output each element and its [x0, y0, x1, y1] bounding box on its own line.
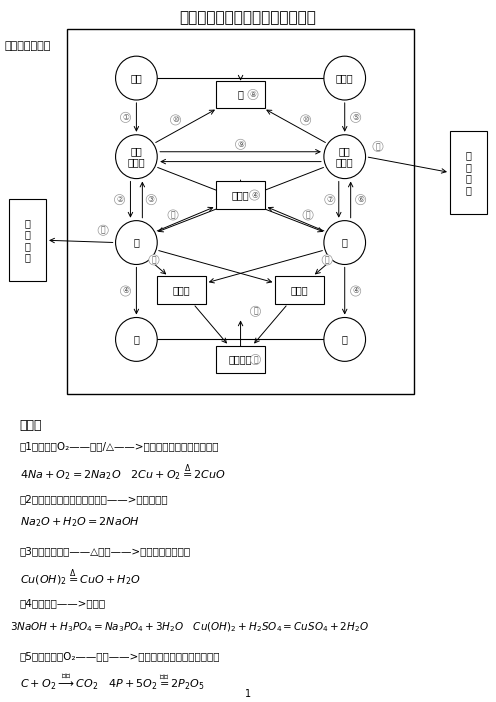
Bar	[67, 29, 414, 395]
Text: ⑮: ⑮	[152, 256, 156, 265]
Text: ⑩: ⑩	[302, 115, 309, 124]
Text: ⑬: ⑬	[171, 211, 176, 220]
Text: 一、转化关系图: 一、转化关系图	[5, 41, 51, 51]
Text: ⑯: ⑯	[375, 142, 380, 151]
Text: 盐: 盐	[238, 90, 244, 100]
Text: $3NaOH+H_3PO_4=Na_3PO_4+3H_2O\quad Cu(OH)_2+H_2SO_4=CuSO_4+2H_2O$: $3NaOH+H_3PO_4=Na_3PO_4+3H_2O\quad Cu(OH…	[10, 621, 369, 634]
Text: （2）碱性氧化物（可溶）＋水——>碱（可溶）: （2）碱性氧化物（可溶）＋水——>碱（可溶）	[20, 494, 169, 504]
Text: 碱和盐: 碱和盐	[173, 285, 190, 295]
Bar	[9, 199, 46, 282]
Text: 碱: 碱	[133, 237, 139, 248]
Text: ③: ③	[148, 195, 155, 204]
Text: 盐: 盐	[342, 334, 348, 345]
Ellipse shape	[116, 317, 157, 362]
Bar	[216, 81, 265, 108]
Text: $Cu(OH)_2\overset{\Delta}{=}CuO+H_2O$: $Cu(OH)_2\overset{\Delta}{=}CuO+H_2O$	[20, 568, 141, 589]
Ellipse shape	[116, 220, 157, 265]
Text: ⑯: ⑯	[253, 307, 258, 316]
Bar	[157, 277, 206, 304]
Bar	[450, 131, 487, 213]
Text: $4Na+O_2=2Na_2O\quad 2Cu+O_2\overset{\Delta}{=}2CuO$: $4Na+O_2=2Na_2O\quad 2Cu+O_2\overset{\De…	[20, 463, 226, 484]
Ellipse shape	[116, 135, 157, 178]
Text: 酸性
氧化物: 酸性 氧化物	[336, 146, 354, 168]
Text: 酸: 酸	[342, 237, 348, 248]
Text: 列举：: 列举：	[20, 419, 42, 432]
Text: ①: ①	[122, 113, 129, 122]
Text: ④: ④	[122, 286, 129, 296]
Text: ⑦: ⑦	[326, 195, 333, 204]
Text: ④: ④	[352, 286, 359, 296]
Text: 两种新盐: 两种新盐	[229, 355, 252, 364]
Text: 盐
＋
氢
气: 盐 ＋ 氢 气	[466, 150, 472, 195]
Text: ⑩: ⑩	[172, 115, 179, 124]
Text: （1）金属＋O₂——点燃/△——>金属氧化物（碱性氧化物）: （1）金属＋O₂——点燃/△——>金属氧化物（碱性氧化物）	[20, 442, 219, 451]
Text: ⑯: ⑯	[253, 355, 258, 364]
Ellipse shape	[324, 56, 366, 100]
Text: 非金属: 非金属	[336, 73, 354, 83]
Text: ⑨: ⑨	[237, 140, 244, 149]
Bar	[275, 277, 324, 304]
Text: ⑫: ⑫	[306, 211, 310, 220]
Text: ⑤: ⑤	[352, 113, 359, 122]
Ellipse shape	[324, 135, 366, 178]
Text: 碱性
氧化物: 碱性 氧化物	[127, 146, 145, 168]
Bar	[216, 181, 265, 208]
Text: 盐和水: 盐和水	[232, 190, 249, 200]
Text: ⑥: ⑥	[357, 195, 364, 204]
Text: ⑭: ⑭	[325, 256, 329, 265]
Text: $Na_2O+H_2O=2NaOH$: $Na_2O+H_2O=2NaOH$	[20, 515, 140, 529]
Text: 盐
＋
金
属: 盐 ＋ 金 属	[24, 218, 30, 263]
Text: （3）碱（难溶）——△高温——>碱氧（难溶）＋水: （3）碱（难溶）——△高温——>碱氧（难溶）＋水	[20, 546, 191, 556]
Bar	[216, 346, 265, 373]
Text: 1: 1	[245, 689, 251, 699]
Text: ⑧: ⑧	[249, 90, 256, 99]
Ellipse shape	[116, 56, 157, 100]
Ellipse shape	[324, 317, 366, 362]
Text: $C+O_2\overset{点燃}{\longrightarrow}CO_2\quad 4P+5O_2\overset{点燃}{=}2P_2O_5$: $C+O_2\overset{点燃}{\longrightarrow}CO_2\…	[20, 673, 204, 692]
Text: （4）酸＋碱——>盐＋水: （4）酸＋碱——>盐＋水	[20, 599, 106, 609]
Text: ②: ②	[116, 195, 123, 204]
Text: 盐: 盐	[133, 334, 139, 345]
Text: 初中化学各类物质间的转化关系：: 初中化学各类物质间的转化关系：	[180, 11, 316, 25]
Text: ⑰: ⑰	[101, 226, 106, 234]
Text: 金属: 金属	[130, 73, 142, 83]
Text: 酸和盐: 酸和盐	[291, 285, 309, 295]
Ellipse shape	[324, 220, 366, 265]
Text: （5）非金属＋O₂——点燃——>非金属氧化物（酸性氧化物）: （5）非金属＋O₂——点燃——>非金属氧化物（酸性氧化物）	[20, 651, 220, 661]
Text: ④: ④	[251, 190, 258, 199]
